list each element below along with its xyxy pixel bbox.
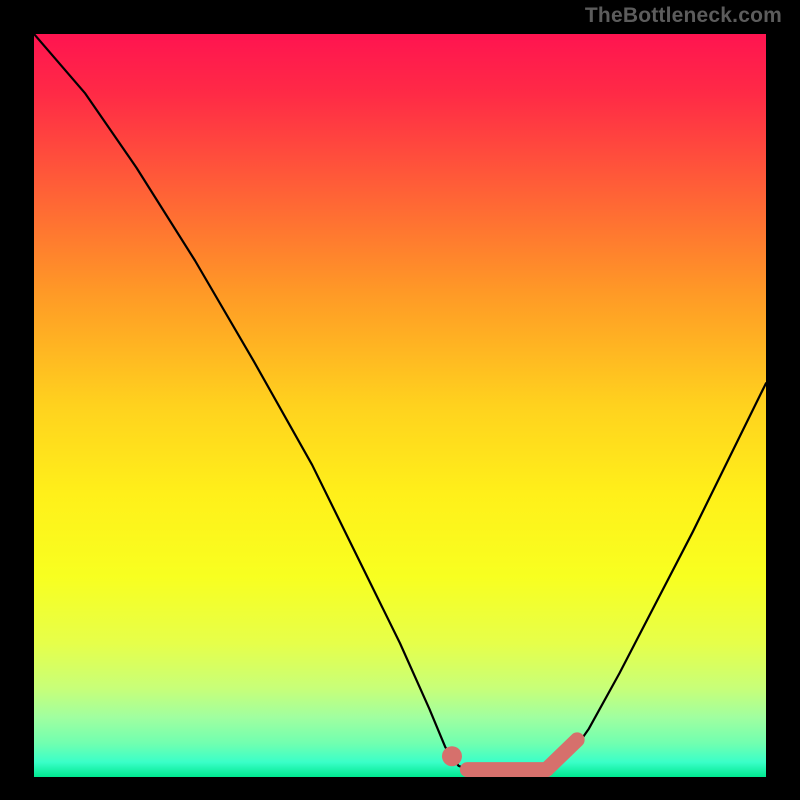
bottleneck-curve-plot xyxy=(34,34,766,777)
plot-svg xyxy=(34,34,766,777)
watermark-text: TheBottleneck.com xyxy=(585,4,782,28)
chart-outer: TheBottleneck.com xyxy=(0,0,800,800)
plot-background xyxy=(34,34,766,777)
